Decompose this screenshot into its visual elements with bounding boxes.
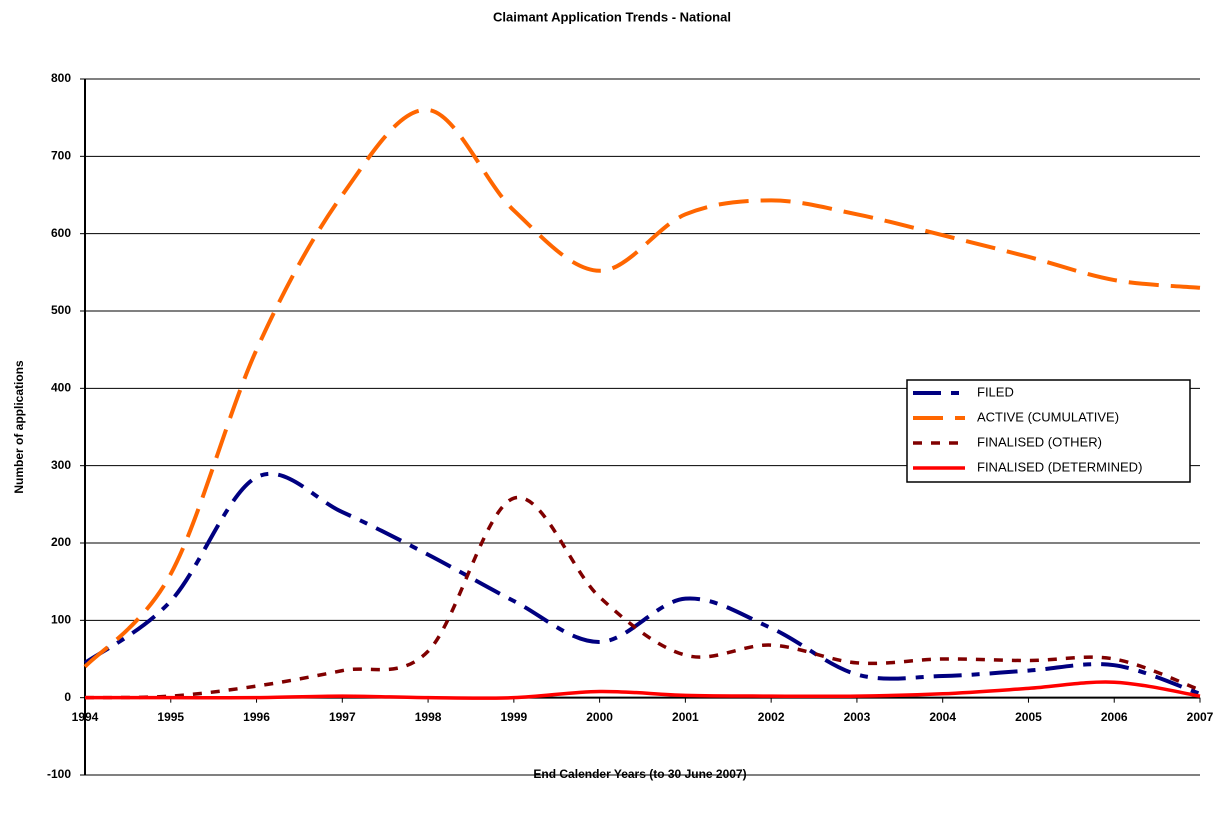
- x-tick-label: 1997: [329, 710, 356, 724]
- y-tick-label: 400: [51, 381, 71, 395]
- series-line: [83, 471, 1201, 696]
- legend-label: ACTIVE (CUMULATIVE): [977, 409, 1119, 424]
- y-tick-label: 200: [51, 535, 71, 549]
- y-tick-label: -100: [47, 767, 71, 781]
- y-tick-label: 300: [51, 458, 71, 472]
- y-tick-label: 0: [64, 690, 71, 704]
- x-tick-label: 2000: [586, 710, 613, 724]
- x-tick-label: 2005: [1015, 710, 1042, 724]
- x-tick-label: 1994: [72, 710, 99, 724]
- y-tick-label: 700: [51, 149, 71, 163]
- legend-label: FINALISED (OTHER): [977, 434, 1102, 449]
- x-tick-label: 2004: [929, 710, 956, 724]
- x-tick-label: 2007: [1187, 710, 1214, 724]
- x-tick-label: 1996: [243, 710, 270, 724]
- y-tick-label: 500: [51, 303, 71, 317]
- y-tick-label: 600: [51, 226, 71, 240]
- chart-title: Claimant Application Trends - National: [493, 9, 731, 24]
- legend-label: FILED: [977, 384, 1014, 399]
- legend-box: [906, 379, 1191, 483]
- x-tick-label: 2001: [672, 710, 699, 724]
- x-tick-label: 1999: [500, 710, 527, 724]
- y-axis-label: Number of applications: [12, 360, 26, 494]
- x-tick-label: 1995: [157, 710, 184, 724]
- x-tick-label: 2006: [1101, 710, 1128, 724]
- x-tick-label: 1998: [415, 710, 442, 724]
- x-axis-label: End Calender Years (to 30 June 2007): [533, 767, 746, 781]
- legend-label: FINALISED (DETERMINED): [977, 459, 1142, 474]
- x-tick-label: 2003: [844, 710, 871, 724]
- y-tick-label: 800: [51, 71, 71, 85]
- series-line: [83, 107, 1201, 669]
- series-line: [84, 495, 1201, 700]
- y-tick-label: 100: [51, 613, 71, 627]
- x-tick-label: 2002: [758, 710, 785, 724]
- series-line: [85, 680, 1201, 700]
